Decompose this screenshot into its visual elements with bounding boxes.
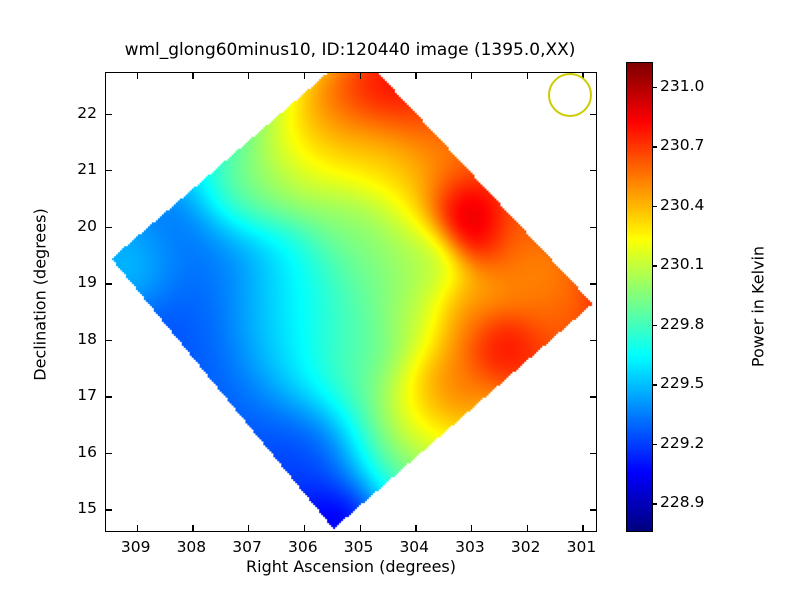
colorbar-tick <box>652 443 657 446</box>
colorbar-tick-label: 229.8 <box>660 314 705 333</box>
x-axis-tick-label: 305 <box>343 538 374 556</box>
colorbar-tick-label: 231.0 <box>660 76 705 95</box>
y-axis-tick-label: 22 <box>77 103 97 122</box>
colorbar[interactable] <box>626 62 657 532</box>
colorbar-tick <box>652 146 657 148</box>
page-title: wml_glong60minus10, ID:120440 image (139… <box>124 40 576 60</box>
y-axis-tick-label: 20 <box>77 216 97 235</box>
colorbar-tick <box>652 205 657 208</box>
y-axis-tick <box>590 452 596 455</box>
x-axis-tick <box>248 525 250 531</box>
x-axis-tick <box>136 73 138 79</box>
x-axis-tick <box>359 73 361 79</box>
x-axis-tick <box>303 525 306 531</box>
y-axis-tick <box>590 339 596 342</box>
y-axis-tick <box>590 170 596 172</box>
y-axis-tick <box>590 509 596 511</box>
y-axis-tick-label: 15 <box>77 499 97 518</box>
colorbar-tick <box>652 265 657 267</box>
x-axis-tick-label: 306 <box>288 538 318 556</box>
x-axis-tick-label: 308 <box>176 538 207 556</box>
x-axis-tick <box>192 525 194 531</box>
y-axis-tick <box>590 226 596 228</box>
colorbar-tick <box>652 503 657 505</box>
colorbar-label: Power in Kelvin <box>748 245 768 368</box>
x-axis-tick-label: 301 <box>566 538 597 556</box>
y-axis-tick-label: 21 <box>77 160 97 179</box>
x-axis-tick <box>582 525 584 531</box>
colorbar-gradient <box>627 63 652 531</box>
x-axis-tick <box>582 73 584 79</box>
colorbar-tick <box>652 384 657 386</box>
colorbar-tick <box>652 86 657 89</box>
x-axis-tick <box>359 525 361 531</box>
y-axis-tick <box>106 283 112 285</box>
colorbar-tick-label: 230.1 <box>660 255 705 274</box>
y-axis-tick-label: 17 <box>77 386 97 405</box>
x-axis-tick <box>303 73 306 79</box>
y-axis-tick-label: 18 <box>77 329 97 348</box>
colorbar-tick-label: 230.4 <box>660 195 705 214</box>
x-axis-tick <box>415 525 417 531</box>
colorbar-tick <box>652 324 657 327</box>
y-axis-tick <box>590 113 596 115</box>
x-axis-tick <box>136 525 138 531</box>
y-axis-tick <box>106 452 112 455</box>
y-axis-tick-label: 16 <box>77 442 97 461</box>
x-axis-tick <box>526 73 528 79</box>
x-axis-tick <box>470 73 473 79</box>
colorbar-tick-label: 229.5 <box>660 374 705 393</box>
x-axis-tick <box>415 73 417 79</box>
y-axis-label: Declination (degrees) <box>30 208 50 381</box>
y-axis-tick <box>106 226 112 228</box>
colorbar-tick-label: 230.7 <box>660 136 705 155</box>
x-axis-tick <box>526 525 528 531</box>
y-axis-tick <box>106 113 112 115</box>
y-axis-tick <box>106 170 112 172</box>
y-axis-tick <box>106 339 112 342</box>
y-axis-tick <box>106 509 112 511</box>
x-axis-tick <box>248 73 250 79</box>
source-marker-circle-icon <box>548 73 592 117</box>
x-axis-tick-label: 302 <box>510 538 541 556</box>
y-axis-tick <box>590 283 596 285</box>
x-axis-tick <box>470 525 473 531</box>
x-axis-tick-label: 307 <box>232 538 262 556</box>
colorbar-tick-label: 229.2 <box>660 433 705 452</box>
x-axis-tick-label: 304 <box>399 538 430 556</box>
y-axis-tick <box>106 396 112 398</box>
x-axis-tick-label: 303 <box>455 538 485 556</box>
colorbar-tick-label: 228.9 <box>660 493 705 512</box>
x-axis-label: Right Ascension (degrees) <box>246 557 456 576</box>
y-axis-tick <box>590 396 596 398</box>
sky-brightness-image <box>106 73 596 531</box>
x-axis-tick <box>192 73 194 79</box>
sky-map-axes[interactable] <box>105 72 597 532</box>
x-axis-tick-label: 309 <box>120 538 151 556</box>
y-axis-tick-label: 19 <box>77 273 97 292</box>
